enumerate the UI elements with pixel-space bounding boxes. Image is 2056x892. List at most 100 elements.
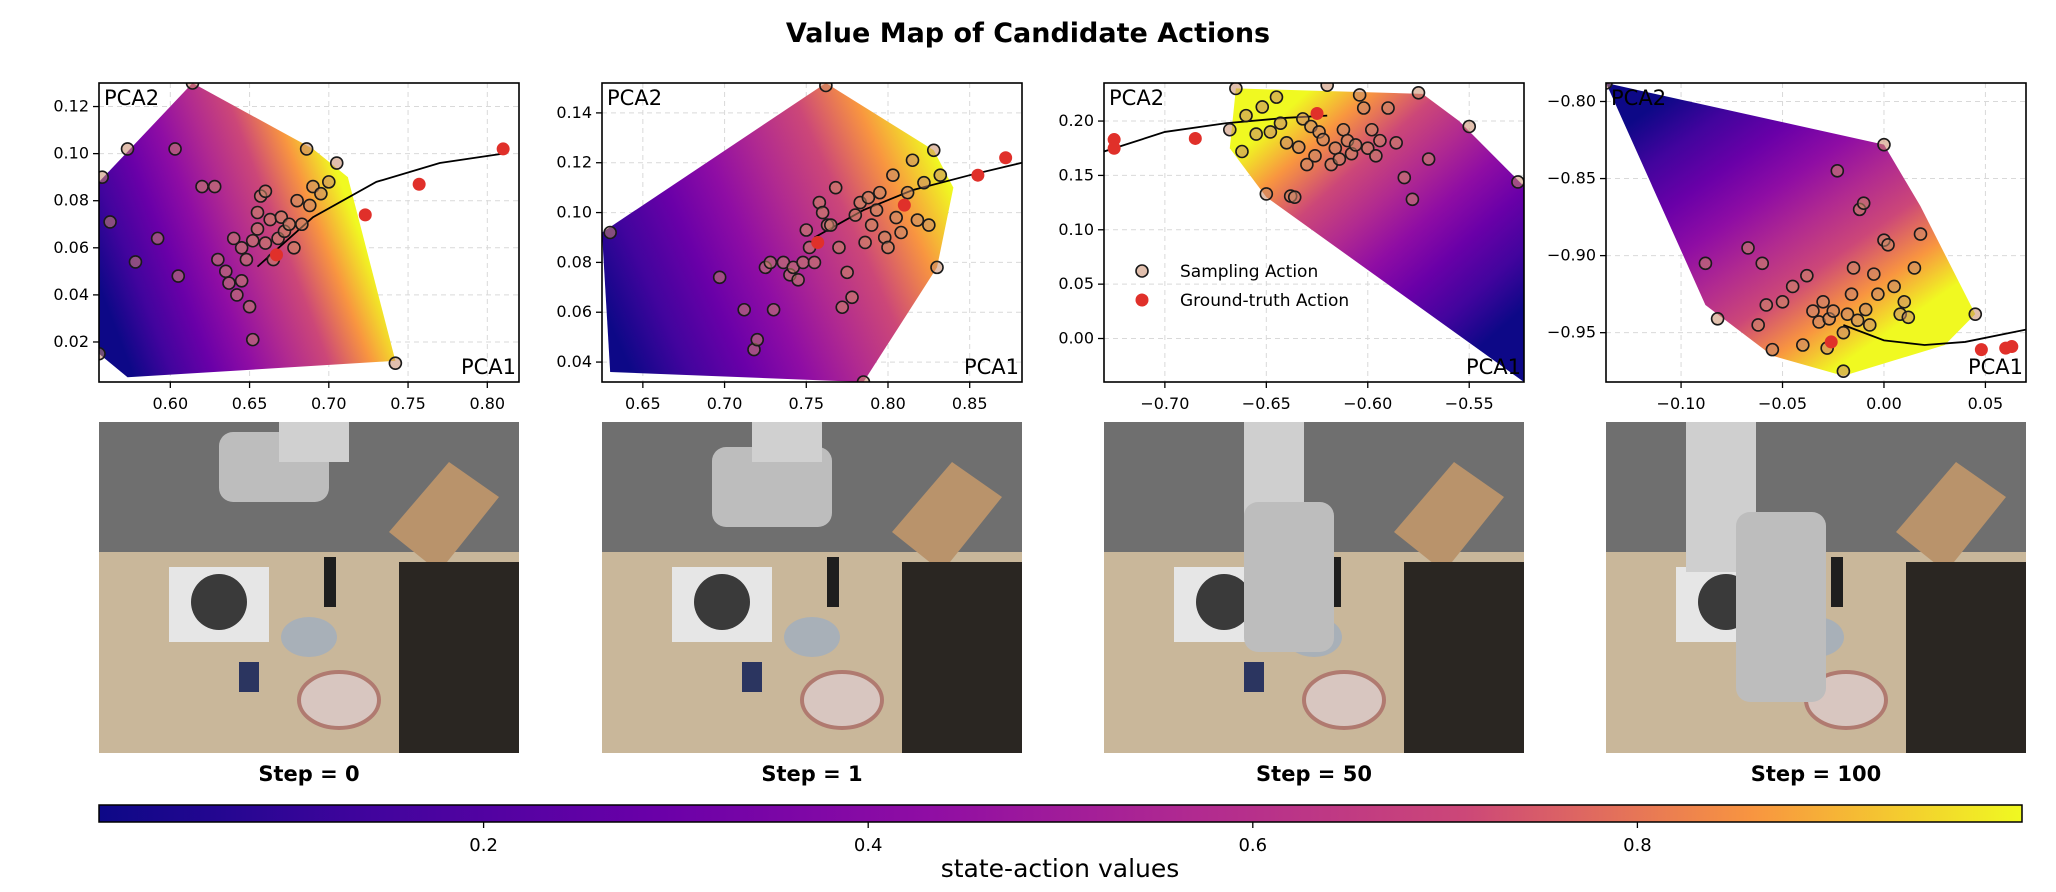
sampling-action-point bbox=[1332, 152, 1347, 166]
ground-truth-point bbox=[2005, 340, 2019, 354]
ground-truth-point bbox=[897, 198, 911, 212]
x-tick-label: −0.70 bbox=[1140, 394, 1189, 413]
y-tick-label: 0.04 bbox=[53, 285, 89, 304]
sampling-action-point bbox=[250, 222, 265, 236]
sampling-action-point bbox=[858, 235, 872, 250]
sampling-action-point bbox=[1968, 307, 1983, 321]
sampling-action-point bbox=[1877, 137, 1891, 152]
sampling-action-point bbox=[799, 223, 814, 237]
sampling-action-point bbox=[1698, 256, 1713, 271]
sampling-action-point bbox=[1411, 85, 1426, 100]
sampling-action-point bbox=[168, 142, 182, 156]
sampling-action-point bbox=[712, 270, 727, 285]
sampling-action-point bbox=[207, 179, 222, 194]
legend: Sampling Action Ground-truth Action bbox=[1135, 262, 1349, 311]
legend-gt-marker bbox=[1135, 293, 1149, 307]
colorbar-gradient bbox=[98, 804, 2023, 823]
sampling-action-point bbox=[242, 299, 257, 314]
ground-truth-point bbox=[811, 235, 825, 249]
sampling-action-point bbox=[873, 185, 887, 200]
sampling-action-point bbox=[1287, 190, 1302, 204]
robot-scene-step-100 bbox=[1606, 422, 2026, 753]
axes-frame bbox=[1103, 82, 1525, 383]
sampling-action-point bbox=[1913, 227, 1928, 241]
sampling-action-point bbox=[234, 273, 249, 288]
sampling-action-point bbox=[1356, 101, 1371, 115]
sampling-action-point bbox=[900, 185, 915, 200]
sampling-action-point bbox=[258, 184, 273, 199]
y-tick-label: 0.10 bbox=[53, 144, 89, 163]
y-tick-label: −0.95 bbox=[1547, 323, 1596, 342]
sampling-action-point bbox=[796, 255, 810, 270]
x-tick-label: 0.70 bbox=[707, 394, 743, 413]
sampling-action-point bbox=[1222, 122, 1237, 137]
sampling-action-point bbox=[1269, 90, 1284, 104]
sampling-action-point bbox=[287, 241, 301, 255]
x-tick-label: 0.70 bbox=[311, 394, 347, 413]
x-tick-label: 0.85 bbox=[952, 394, 988, 413]
sampling-action-point bbox=[1235, 144, 1249, 159]
y-tick-label: 0.20 bbox=[1058, 111, 1094, 130]
sampling-action-point bbox=[1796, 338, 1810, 352]
sampling-action-point bbox=[1765, 342, 1780, 357]
ground-truth-point bbox=[270, 248, 284, 262]
sampling-action-point bbox=[910, 213, 925, 227]
y-tick-label: −0.85 bbox=[1547, 169, 1596, 188]
sampling-action-point bbox=[1901, 310, 1916, 325]
step-label-100: Step = 100 bbox=[1750, 762, 1882, 786]
step-label-1: Step = 1 bbox=[761, 762, 863, 786]
sampling-action-point bbox=[1897, 295, 1912, 309]
sampling-action-point bbox=[1836, 325, 1851, 340]
sampling-action-point bbox=[1844, 287, 1859, 301]
sampling-action-point bbox=[930, 260, 944, 275]
trend-curve bbox=[1843, 324, 2026, 346]
sampling-action-point bbox=[750, 332, 765, 347]
sampling-action-point bbox=[1800, 268, 1814, 283]
y-tick-label: 0.06 bbox=[556, 302, 592, 321]
sampling-action-point bbox=[815, 205, 830, 220]
ground-truth-point bbox=[496, 142, 510, 156]
ground-truth-point bbox=[1974, 343, 1988, 357]
axes-frame bbox=[98, 82, 520, 383]
legend-sampling-label: Sampling Action bbox=[1180, 262, 1318, 282]
sampling-action-point bbox=[322, 175, 336, 189]
sampling-action-point bbox=[1836, 364, 1851, 379]
sampling-action-point bbox=[828, 180, 843, 195]
colorbar-tick-label: 0.6 bbox=[1238, 835, 1267, 856]
sampling-action-point bbox=[1389, 136, 1403, 150]
sampling-action-point bbox=[290, 193, 304, 208]
sampling-action-point bbox=[1840, 307, 1855, 321]
sampling-action-point bbox=[258, 236, 273, 250]
sampling-action-point bbox=[766, 302, 781, 317]
ground-truth-point bbox=[1188, 131, 1202, 145]
y-tick-label: 0.15 bbox=[1058, 165, 1094, 184]
y-tick-label: 0.06 bbox=[53, 238, 89, 257]
y-tick-label: 0.04 bbox=[556, 352, 592, 371]
sampling-action-point bbox=[881, 240, 895, 255]
sampling-action-point bbox=[1871, 287, 1885, 301]
sampling-action-point bbox=[1369, 149, 1383, 163]
sampling-action-point bbox=[1308, 149, 1322, 163]
sampling-action-point bbox=[99, 346, 106, 361]
colorbar-tick-label: 0.2 bbox=[469, 835, 498, 856]
sampling-action-point bbox=[1862, 318, 1877, 332]
x-tick-label: 0.75 bbox=[788, 394, 824, 413]
sampling-action-point bbox=[185, 83, 200, 90]
sampling-action-point bbox=[791, 273, 805, 287]
y-axis-label: PCA2 bbox=[1611, 86, 1666, 110]
sampling-action-point bbox=[1751, 318, 1765, 332]
sampling-action-point bbox=[861, 190, 876, 205]
sampling-action-point bbox=[263, 212, 277, 227]
x-tick-label: 0.80 bbox=[870, 394, 906, 413]
sampling-action-point bbox=[1360, 141, 1375, 156]
sampling-action-point bbox=[886, 168, 900, 182]
sampling-action-point bbox=[1249, 127, 1263, 141]
legend-sampling-marker bbox=[1135, 264, 1149, 278]
value-map-panel-3: −0.10 −0.05 0.00 0.05 −0.95 −0.90 −0.85 −0.80 PC… bbox=[1547, 82, 2027, 413]
step-label-50: Step = 50 bbox=[1256, 762, 1372, 786]
sampling-action-point bbox=[99, 170, 109, 184]
sampling-action-point bbox=[1850, 313, 1865, 328]
y-tick-label: 0.12 bbox=[556, 153, 592, 172]
sampling-action-point bbox=[302, 198, 317, 213]
x-tick-label: 0.00 bbox=[1866, 394, 1902, 413]
